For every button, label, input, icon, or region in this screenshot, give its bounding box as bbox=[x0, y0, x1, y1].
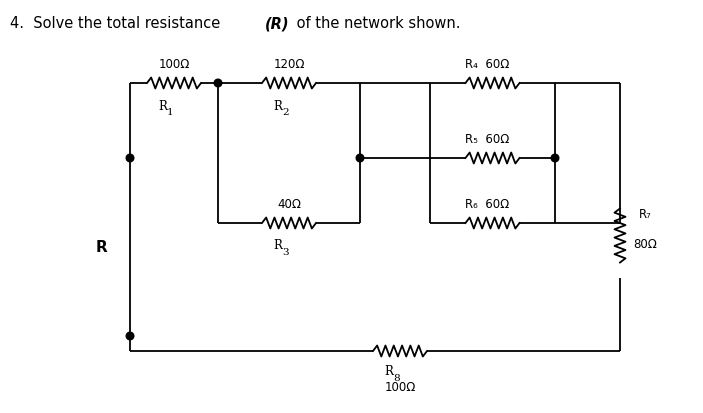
Text: 80Ω: 80Ω bbox=[633, 237, 657, 250]
Text: R: R bbox=[384, 365, 393, 377]
Text: R: R bbox=[96, 240, 108, 255]
Text: R₆  60Ω: R₆ 60Ω bbox=[465, 198, 510, 211]
Text: (R): (R) bbox=[265, 17, 290, 31]
Text: 100Ω: 100Ω bbox=[385, 380, 415, 394]
Text: R₄  60Ω: R₄ 60Ω bbox=[465, 58, 510, 71]
Text: 1: 1 bbox=[167, 108, 174, 117]
Text: R₇: R₇ bbox=[638, 207, 652, 221]
Text: R₅  60Ω: R₅ 60Ω bbox=[465, 133, 510, 146]
Text: 40Ω: 40Ω bbox=[277, 198, 301, 211]
Text: 100Ω: 100Ω bbox=[158, 58, 190, 71]
Text: R: R bbox=[273, 239, 282, 252]
Text: of the network shown.: of the network shown. bbox=[292, 17, 460, 31]
Text: 2: 2 bbox=[282, 108, 289, 117]
Text: 120Ω: 120Ω bbox=[273, 58, 304, 71]
Text: R: R bbox=[273, 99, 282, 112]
Circle shape bbox=[127, 332, 134, 340]
Circle shape bbox=[551, 155, 559, 162]
Text: 4.  Solve the total resistance: 4. Solve the total resistance bbox=[10, 17, 225, 31]
Circle shape bbox=[127, 155, 134, 162]
Text: 3: 3 bbox=[282, 248, 289, 257]
Text: 8: 8 bbox=[393, 374, 399, 382]
Circle shape bbox=[356, 155, 363, 162]
Text: R: R bbox=[158, 99, 167, 112]
Circle shape bbox=[214, 80, 222, 88]
